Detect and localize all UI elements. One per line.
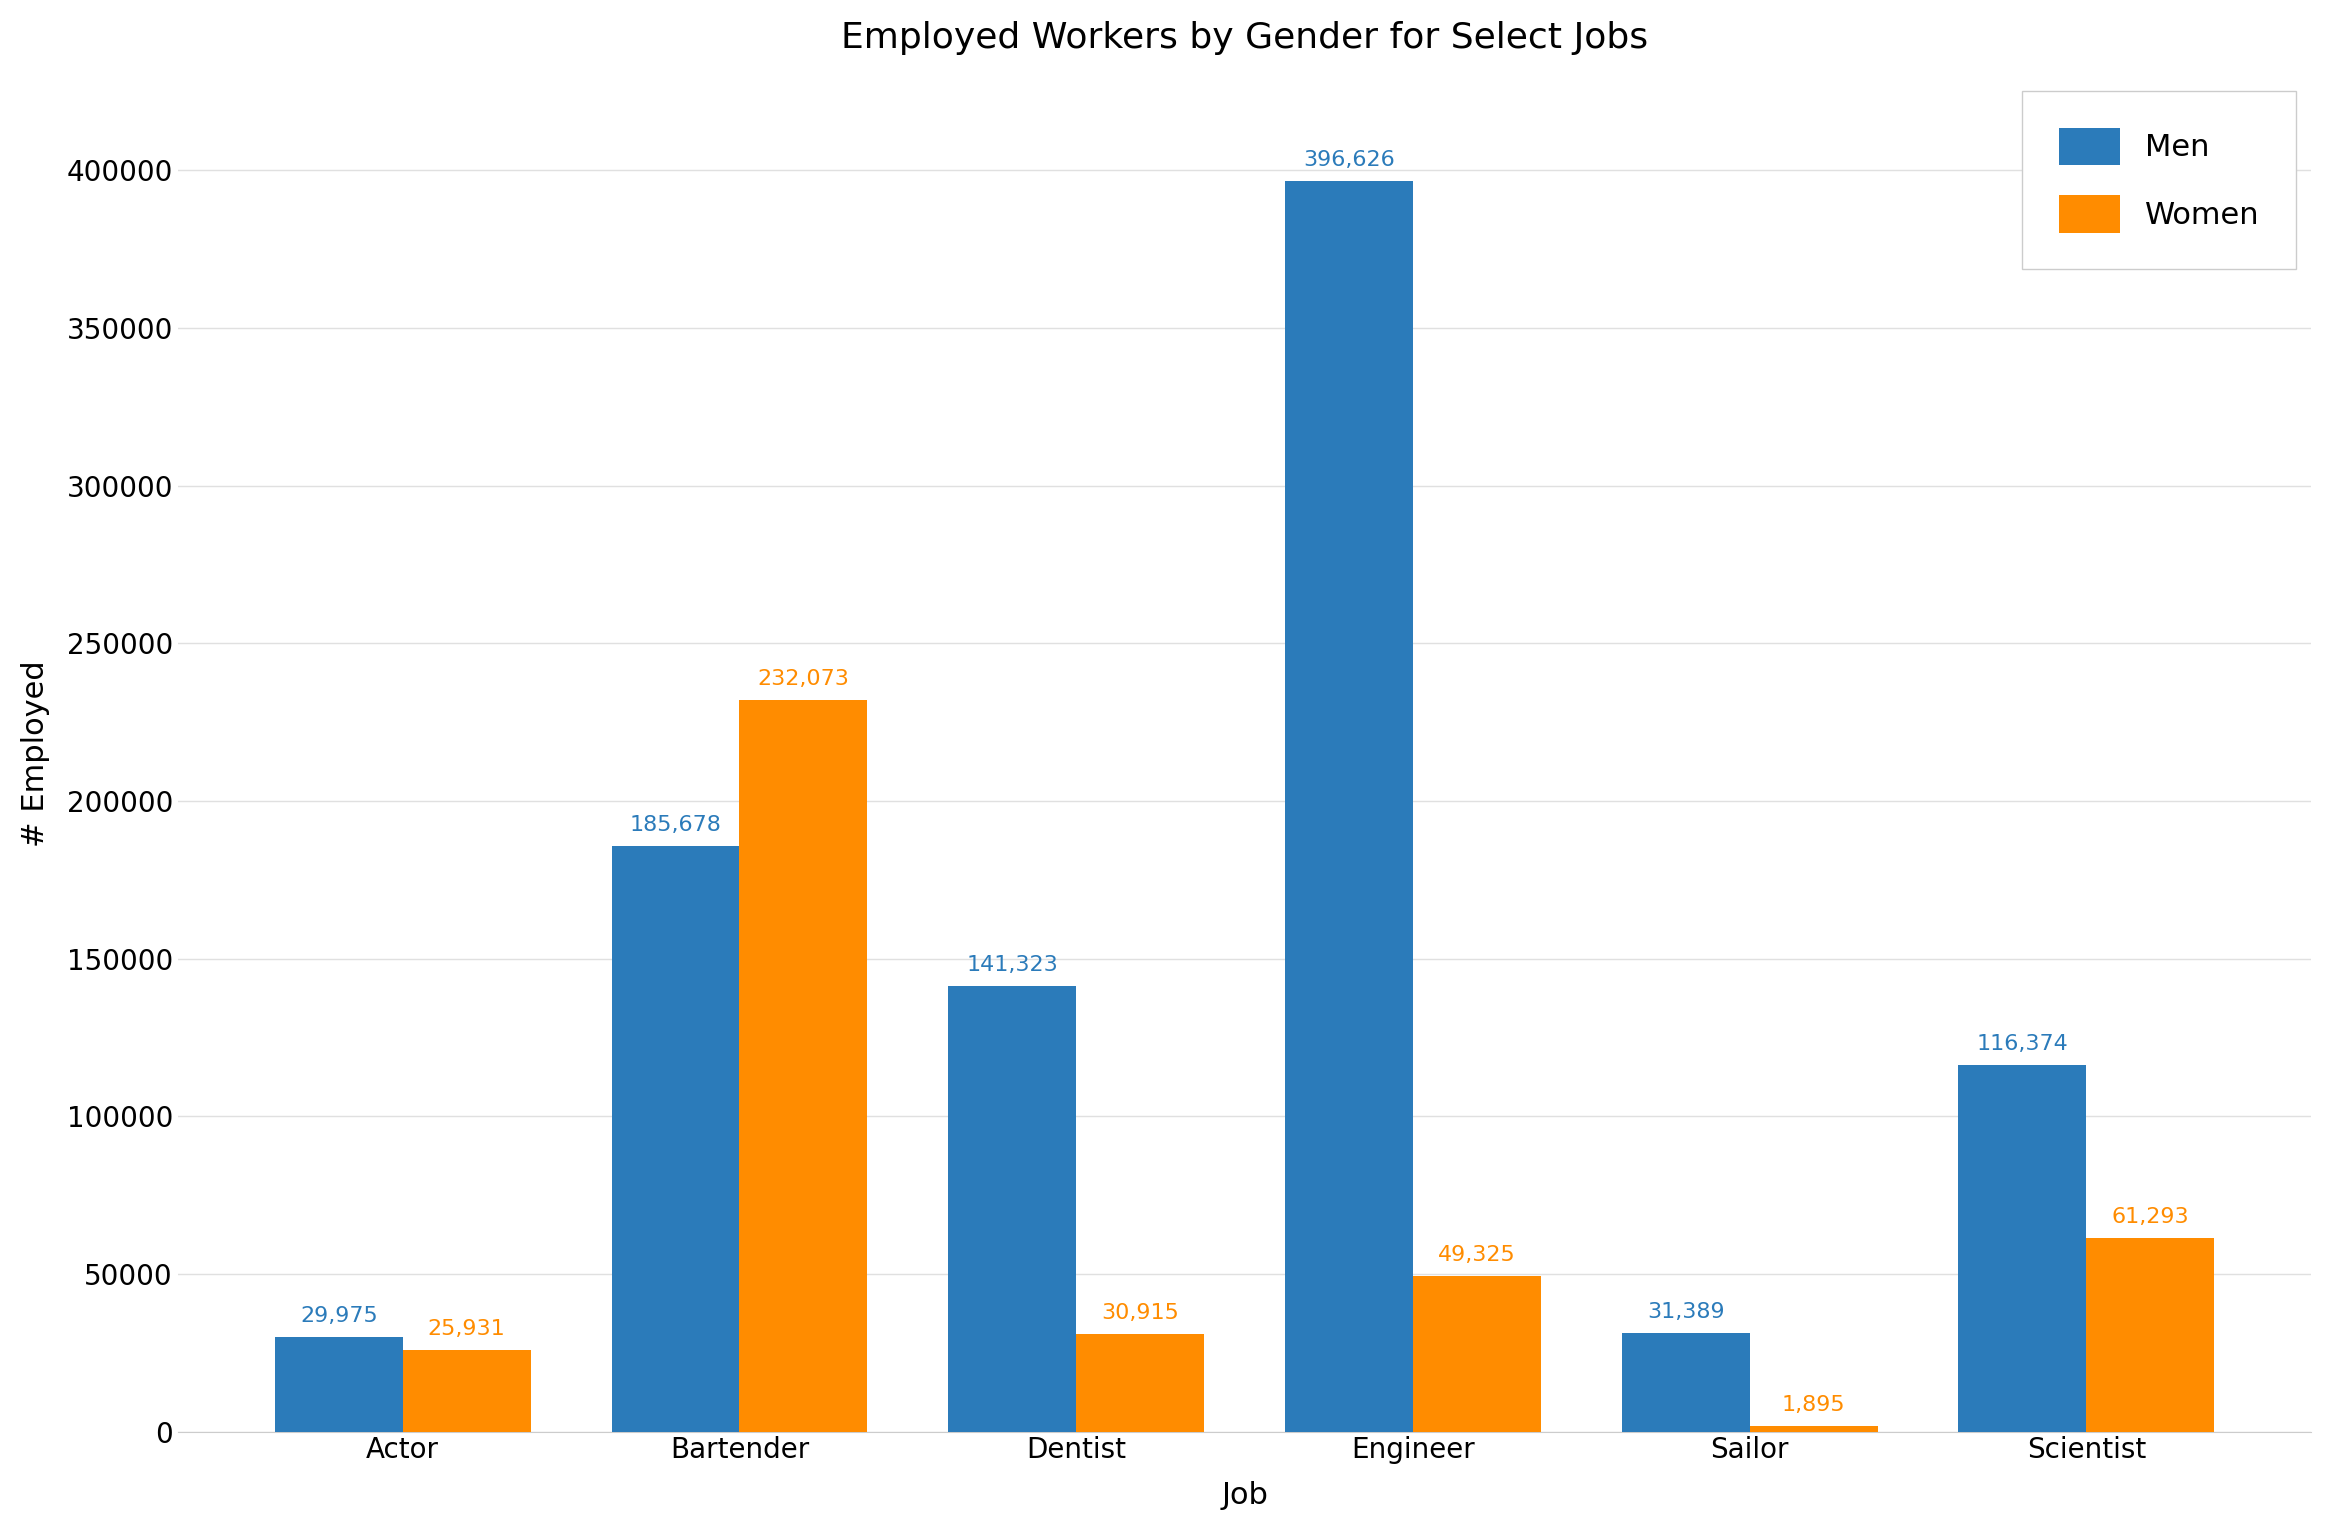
Bar (739, 700, 868, 1431)
Text: 232,073: 232,073 (758, 669, 849, 689)
Bar (949, 986, 1075, 1431)
Legend: Men, Women: Men, Women (2022, 90, 2297, 269)
Bar (275, 1337, 403, 1431)
Text: 29,975: 29,975 (301, 1306, 378, 1326)
Bar (1285, 181, 1413, 1431)
Text: 61,293: 61,293 (2110, 1208, 2190, 1228)
Text: 25,931: 25,931 (427, 1318, 506, 1338)
Bar (403, 1350, 532, 1431)
Text: 185,678: 185,678 (630, 814, 721, 834)
Bar (1959, 1064, 2087, 1431)
Bar (2087, 1239, 2213, 1431)
Text: 141,323: 141,323 (965, 955, 1059, 975)
Bar (1413, 1277, 1541, 1431)
Text: 49,325: 49,325 (1439, 1245, 1516, 1265)
Text: 396,626: 396,626 (1304, 150, 1395, 170)
Text: 31,389: 31,389 (1646, 1301, 1723, 1321)
X-axis label: Job: Job (1222, 1480, 1269, 1510)
Bar (1749, 1425, 1877, 1431)
Text: 116,374: 116,374 (1978, 1033, 2068, 1053)
Bar (1621, 1332, 1749, 1431)
Text: 1,895: 1,895 (1782, 1395, 1845, 1415)
Bar (1075, 1334, 1203, 1431)
Title: Employed Workers by Gender for Select Jobs: Employed Workers by Gender for Select Jo… (842, 21, 1649, 55)
Bar (611, 847, 739, 1431)
Y-axis label: # Employed: # Employed (21, 660, 49, 847)
Text: 30,915: 30,915 (1101, 1303, 1180, 1323)
